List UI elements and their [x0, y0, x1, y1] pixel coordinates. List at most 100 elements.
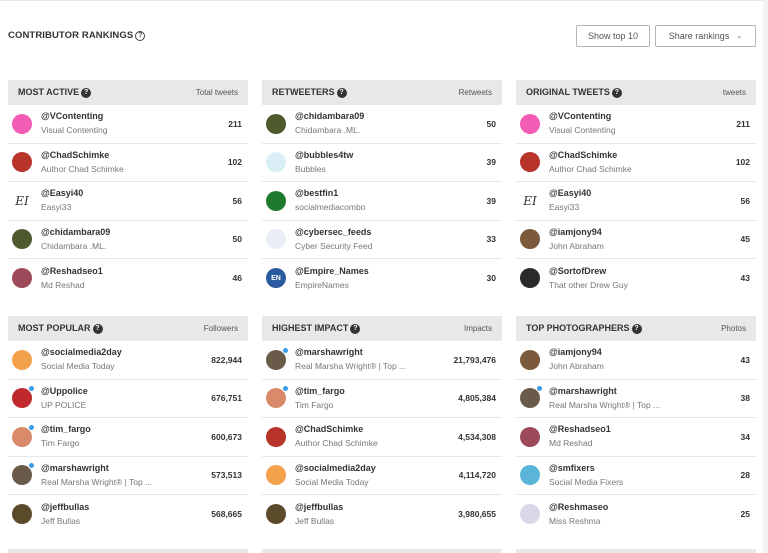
user-handle[interactable]: @tim_fargo — [41, 424, 91, 435]
avatar[interactable] — [266, 113, 286, 134]
ranking-row[interactable]: @chidambara09 Chidambara .ML. 50 — [262, 105, 502, 144]
ranking-row[interactable]: @iamjony94 John Abraham 45 — [516, 221, 756, 259]
avatar[interactable] — [520, 229, 540, 250]
avatar[interactable] — [266, 229, 286, 250]
avatar[interactable] — [520, 152, 540, 173]
user-handle[interactable]: @jeffbullas — [41, 501, 90, 512]
avatar[interactable] — [12, 152, 32, 173]
user-handle[interactable]: @VContenting — [549, 111, 612, 122]
avatar[interactable] — [12, 465, 32, 486]
ranking-row[interactable]: EN @Empire_Names EmpireNames 30 — [262, 259, 502, 298]
ranking-row[interactable]: @bestfin1 socialmediacombo 39 — [262, 182, 502, 221]
ranking-row[interactable]: @Reshadseo1 Md Reshad 34 — [516, 418, 756, 457]
user-handle[interactable]: @Uppolice — [41, 385, 88, 396]
ranking-row[interactable]: @SortofDrew That other Drew Guy 43 — [516, 259, 756, 298]
help-icon[interactable]: ? — [631, 323, 642, 334]
user-handle[interactable]: @jeffbullas — [295, 501, 344, 512]
ranking-row[interactable]: @VContenting Visual Contenting 211 — [8, 105, 248, 144]
avatar[interactable] — [266, 388, 286, 409]
avatar[interactable] — [520, 465, 540, 486]
user-handle[interactable]: @chidambara09 — [295, 111, 365, 122]
user-handle[interactable]: @VContenting — [41, 111, 104, 122]
avatar[interactable] — [12, 388, 32, 409]
page-scrollbar[interactable] — [763, 0, 768, 553]
avatar[interactable] — [12, 268, 32, 289]
user-handle[interactable]: @iamjony94 — [549, 226, 602, 237]
ranking-row[interactable]: @bubbles4tw Bubbles 39 — [262, 144, 502, 182]
avatar[interactable] — [520, 426, 540, 447]
ranking-row[interactable]: @Reshadseo1 Md Reshad 46 — [8, 259, 248, 298]
ranking-row[interactable]: @tim_fargo Tim Fargo 4,805,384 — [262, 380, 502, 418]
avatar[interactable] — [12, 229, 32, 250]
avatar[interactable] — [266, 504, 286, 525]
avatar[interactable] — [266, 152, 286, 173]
avatar[interactable]: EN — [266, 268, 286, 289]
avatar[interactable] — [266, 349, 286, 370]
ranking-row[interactable]: @VContenting Visual Contenting 211 — [516, 105, 756, 144]
user-handle[interactable]: @bubbles4tw — [295, 149, 354, 160]
avatar[interactable] — [12, 349, 32, 370]
ranking-row[interactable]: @socialmedia2day Social Media Today 822,94… — [8, 341, 248, 380]
avatar[interactable] — [12, 504, 32, 525]
avatar[interactable] — [266, 190, 286, 211]
ranking-row[interactable]: @ChadSchimke Author Chad Schimke 102 — [8, 144, 248, 182]
avatar[interactable]: EI — [520, 190, 540, 211]
user-handle[interactable]: @Easyi40 — [41, 188, 84, 199]
user-handle[interactable]: @marshawright — [549, 385, 617, 396]
ranking-row[interactable]: @jeffbullas Jeff Bullas 3,980,655 — [262, 495, 502, 534]
user-handle[interactable]: @socialmedia2day — [295, 462, 376, 473]
user-handle[interactable]: @smfixers — [549, 462, 595, 473]
avatar[interactable] — [520, 349, 540, 370]
ranking-row[interactable]: @Uppolice UP POLICE 676,751 — [8, 380, 248, 418]
ranking-row[interactable]: @ChadSchimke Author Chad Schimke 4,534,308 — [262, 418, 502, 457]
ranking-row[interactable]: @marshawright Real Marsha Wright® | Top .… — [262, 341, 502, 380]
user-handle[interactable]: @cybersec_feeds — [295, 226, 372, 237]
user-handle[interactable]: @ChadSchimke — [295, 424, 364, 435]
ranking-row[interactable]: @tim_fargo Tim Fargo 600,673 — [8, 418, 248, 457]
help-icon[interactable]: ? — [350, 323, 361, 334]
show-top-10-button[interactable]: Show top 10 — [576, 25, 650, 47]
ranking-row[interactable]: @ChadSchimke Author Chad Schimke 102 — [516, 144, 756, 182]
help-icon[interactable]: ? — [81, 87, 92, 98]
help-icon[interactable]: ? — [336, 87, 347, 98]
ranking-row[interactable]: @smfixers Social Media Fixers 28 — [516, 457, 756, 495]
user-handle[interactable]: @tim_fargo — [295, 385, 345, 396]
help-icon[interactable]: ? — [611, 87, 622, 98]
user-handle[interactable]: @iamjony94 — [549, 347, 602, 358]
user-handle[interactable]: @ChadSchimke — [41, 149, 110, 160]
ranking-row[interactable]: @iamjony94 John Abraham 43 — [516, 341, 756, 380]
ranking-row[interactable]: @marshawright Real Marsha Wright® | Top .… — [8, 457, 248, 495]
user-handle[interactable]: @Reshadseo1 — [41, 265, 103, 276]
user-handle[interactable]: @Empire_Names — [295, 265, 369, 276]
user-handle[interactable]: @Reshadseo1 — [549, 424, 611, 435]
ranking-row[interactable]: EI @Easyi40 Easyi33 56 — [8, 182, 248, 221]
user-handle[interactable]: @ChadSchimke — [549, 149, 618, 160]
user-handle[interactable]: @socialmedia2day — [41, 347, 122, 358]
avatar[interactable] — [266, 465, 286, 486]
user-handle[interactable]: @bestfin1 — [295, 188, 339, 199]
avatar[interactable]: EI — [12, 190, 32, 211]
ranking-row[interactable]: EI @Easyi40 Easyi33 56 — [516, 182, 756, 221]
share-rankings-button[interactable]: Share rankings ⌄ — [655, 25, 756, 47]
ranking-row[interactable]: @cybersec_feeds Cyber Security Feed 33 — [262, 221, 502, 259]
ranking-row[interactable]: @jeffbullas Jeff Bullas 568,665 — [8, 495, 248, 534]
ranking-row[interactable]: @socialmedia2day Social Media Today 4,114,… — [262, 457, 502, 495]
ranking-row[interactable]: @chidambara09 Chidambara .ML. 50 — [8, 221, 248, 259]
avatar[interactable] — [266, 426, 286, 447]
avatar[interactable] — [12, 426, 32, 447]
user-handle[interactable]: @Easyi40 — [549, 188, 592, 199]
avatar[interactable] — [520, 504, 540, 525]
user-handle[interactable]: @marshawright — [41, 462, 109, 473]
user-handle[interactable]: @SortofDrew — [549, 265, 607, 276]
ranking-row[interactable]: @marshawright Real Marsha Wright® | Top .… — [516, 380, 756, 418]
user-handle[interactable]: @Reshmaseo — [549, 501, 609, 512]
avatar[interactable] — [12, 113, 32, 134]
help-icon[interactable]: ? — [92, 323, 103, 334]
avatar[interactable] — [520, 113, 540, 134]
user-handle[interactable]: @marshawright — [295, 347, 363, 358]
help-icon[interactable]: ? — [135, 30, 146, 41]
avatar[interactable] — [520, 268, 540, 289]
user-handle[interactable]: @chidambara09 — [41, 226, 111, 237]
avatar[interactable] — [520, 388, 540, 409]
ranking-row[interactable]: @Reshmaseo Miss Reshma 25 — [516, 495, 756, 534]
